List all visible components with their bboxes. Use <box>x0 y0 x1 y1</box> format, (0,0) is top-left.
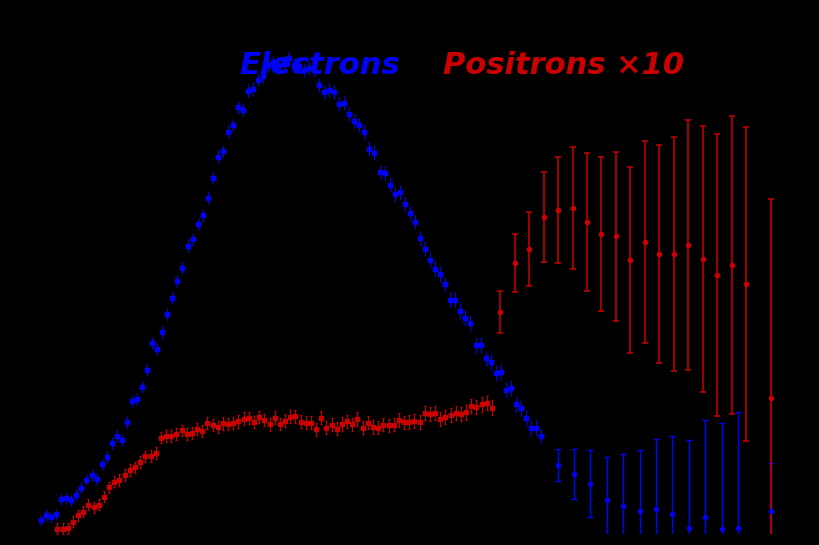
Text: Electrons: Electrons <box>239 51 400 80</box>
Text: Positrons ×10: Positrons ×10 <box>442 51 683 80</box>
